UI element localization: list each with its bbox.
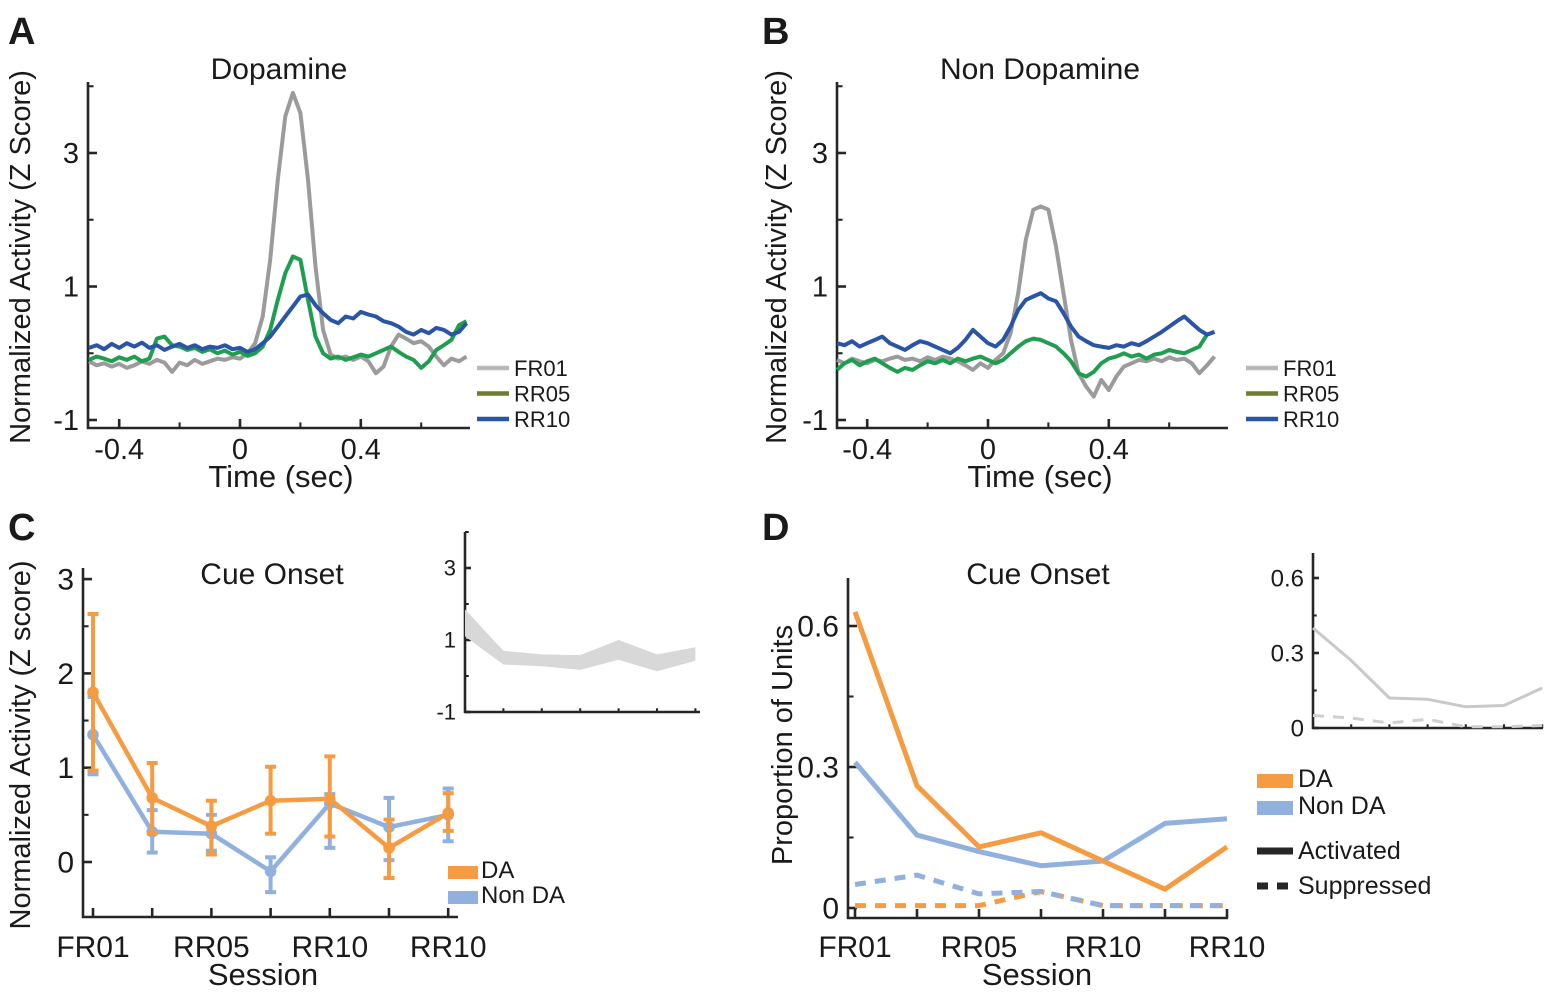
svg-text:1: 1 <box>444 628 456 653</box>
panel-c-xlabel: Session <box>208 957 318 992</box>
svg-text:-1: -1 <box>802 405 828 437</box>
svg-text:-0.4: -0.4 <box>94 434 144 466</box>
panel-a-plot: -0.4 0 0.4 -1 1 3 <box>53 82 470 466</box>
legend-swatch-da <box>448 866 478 879</box>
panel-b-title: Non Dopamine <box>940 53 1140 86</box>
legend-label-suppressed: Suppressed <box>1298 872 1431 900</box>
panel-a-xlabel: Time (sec) <box>208 459 353 494</box>
svg-text:0: 0 <box>822 893 839 926</box>
svg-text:2: 2 <box>57 658 74 691</box>
svg-text:RR10: RR10 <box>1189 931 1266 964</box>
panel-d-plot: FR01 RR05 RR10 RR10 0 0.3 0.6 <box>797 578 1265 964</box>
svg-text:0.3: 0.3 <box>797 752 839 785</box>
svg-text:FR01: FR01 <box>56 931 129 964</box>
panel-d-inset-plot: 0 0.3 0.6 <box>1271 553 1544 742</box>
legend-label-rr10: RR10 <box>1283 407 1339 432</box>
svg-text:3: 3 <box>57 564 74 597</box>
svg-text:1: 1 <box>63 272 79 304</box>
series-line-da-activated <box>852 611 1229 892</box>
legend-label-fr01: FR01 <box>514 356 568 381</box>
series-line-non-da-suppressed <box>854 872 1227 909</box>
svg-text:3: 3 <box>63 138 79 170</box>
axes: 0 0.3 0.6 <box>1271 553 1544 742</box>
panel-b-xlabel: Time (sec) <box>967 459 1112 494</box>
legend-label-rr05: RR05 <box>514 382 570 407</box>
legend-label-activated: Activated <box>1298 837 1401 865</box>
legend-swatch-non-da <box>448 891 478 904</box>
svg-text:0.6: 0.6 <box>1271 565 1304 592</box>
axes: -0.4 0 0.4 -1 1 3 <box>802 82 1228 466</box>
axes: FR01 RR05 RR10 RR10 0 0.3 0.6 <box>797 578 1265 964</box>
series-line-activated <box>1312 626 1543 709</box>
svg-text:0: 0 <box>980 434 996 466</box>
svg-text:0.4: 0.4 <box>341 434 381 466</box>
svg-text:RR10: RR10 <box>291 931 368 964</box>
legend-label-non-da: Non DA <box>481 882 565 909</box>
panel-d-letter: D <box>762 507 789 549</box>
svg-text:-1: -1 <box>53 405 79 437</box>
svg-text:-1: -1 <box>436 700 456 725</box>
panel-d-title: Cue Onset <box>966 558 1110 591</box>
panel-d-xlabel: Session <box>982 957 1092 992</box>
svg-text:0: 0 <box>1291 715 1304 742</box>
svg-text:3: 3 <box>812 138 828 170</box>
svg-text:1: 1 <box>812 272 828 304</box>
svg-text:1: 1 <box>57 752 74 785</box>
svg-text:-0.4: -0.4 <box>842 434 892 466</box>
panel-c-inset-plot: -1 1 3 <box>436 530 700 725</box>
series-line-rr10 <box>88 292 469 354</box>
legend-swatch-non-da <box>1257 801 1293 815</box>
axes: -0.4 0 0.4 -1 1 3 <box>53 82 470 466</box>
axes: FR01 RR05 RR10 RR10 0 1 2 3 <box>56 564 486 964</box>
legend-label-da: DA <box>1298 765 1333 793</box>
svg-text:RR10: RR10 <box>410 931 487 964</box>
series-line-rr05 <box>835 330 1216 379</box>
legend-swatch-da <box>1257 774 1293 788</box>
series-line-rr10 <box>836 291 1216 356</box>
svg-text:0.6: 0.6 <box>797 611 839 644</box>
legend-label-non-da: Non DA <box>1298 792 1386 820</box>
panel-c-title: Cue Onset <box>200 558 344 591</box>
panel-a-ylabel: Normalized Activity (Z Score) <box>5 70 37 444</box>
panel-b-letter: B <box>762 11 789 53</box>
panel-c-letter: C <box>8 507 35 549</box>
svg-text:FR01: FR01 <box>818 931 891 964</box>
legend-label-rr05: RR05 <box>1283 382 1339 407</box>
panel-c-plot: FR01 RR05 RR10 RR10 0 1 2 3 <box>56 564 486 964</box>
svg-text:RR05: RR05 <box>941 931 1018 964</box>
legend-label-rr10: RR10 <box>514 407 570 432</box>
shaded-band <box>465 609 696 672</box>
panel-b-ylabel: Normalized Activity (Z Score) <box>761 70 793 444</box>
svg-text:0.4: 0.4 <box>1089 434 1129 466</box>
svg-text:RR10: RR10 <box>1065 931 1142 964</box>
series-da <box>87 611 455 881</box>
panel-d-ylabel: Proportion of Units <box>767 625 799 865</box>
series-line-rr05 <box>88 254 468 370</box>
series-line-non-da-activated <box>853 760 1228 869</box>
series-line-fr01 <box>88 90 468 376</box>
legend-label-fr01: FR01 <box>1283 356 1337 381</box>
svg-text:3: 3 <box>444 556 456 581</box>
svg-text:RR05: RR05 <box>173 931 250 964</box>
svg-text:0.3: 0.3 <box>1271 640 1304 667</box>
panel-a-title: Dopamine <box>211 53 348 86</box>
svg-text:0: 0 <box>57 847 74 880</box>
series-line-fr01 <box>836 204 1217 399</box>
legend-label-da: DA <box>481 857 514 884</box>
panel-b-plot: -0.4 0 0.4 -1 1 3 <box>802 82 1228 466</box>
panel-a-letter: A <box>8 11 35 53</box>
svg-text:0: 0 <box>232 434 248 466</box>
panel-c-ylabel: Normalized Activity (Z score) <box>5 560 37 929</box>
